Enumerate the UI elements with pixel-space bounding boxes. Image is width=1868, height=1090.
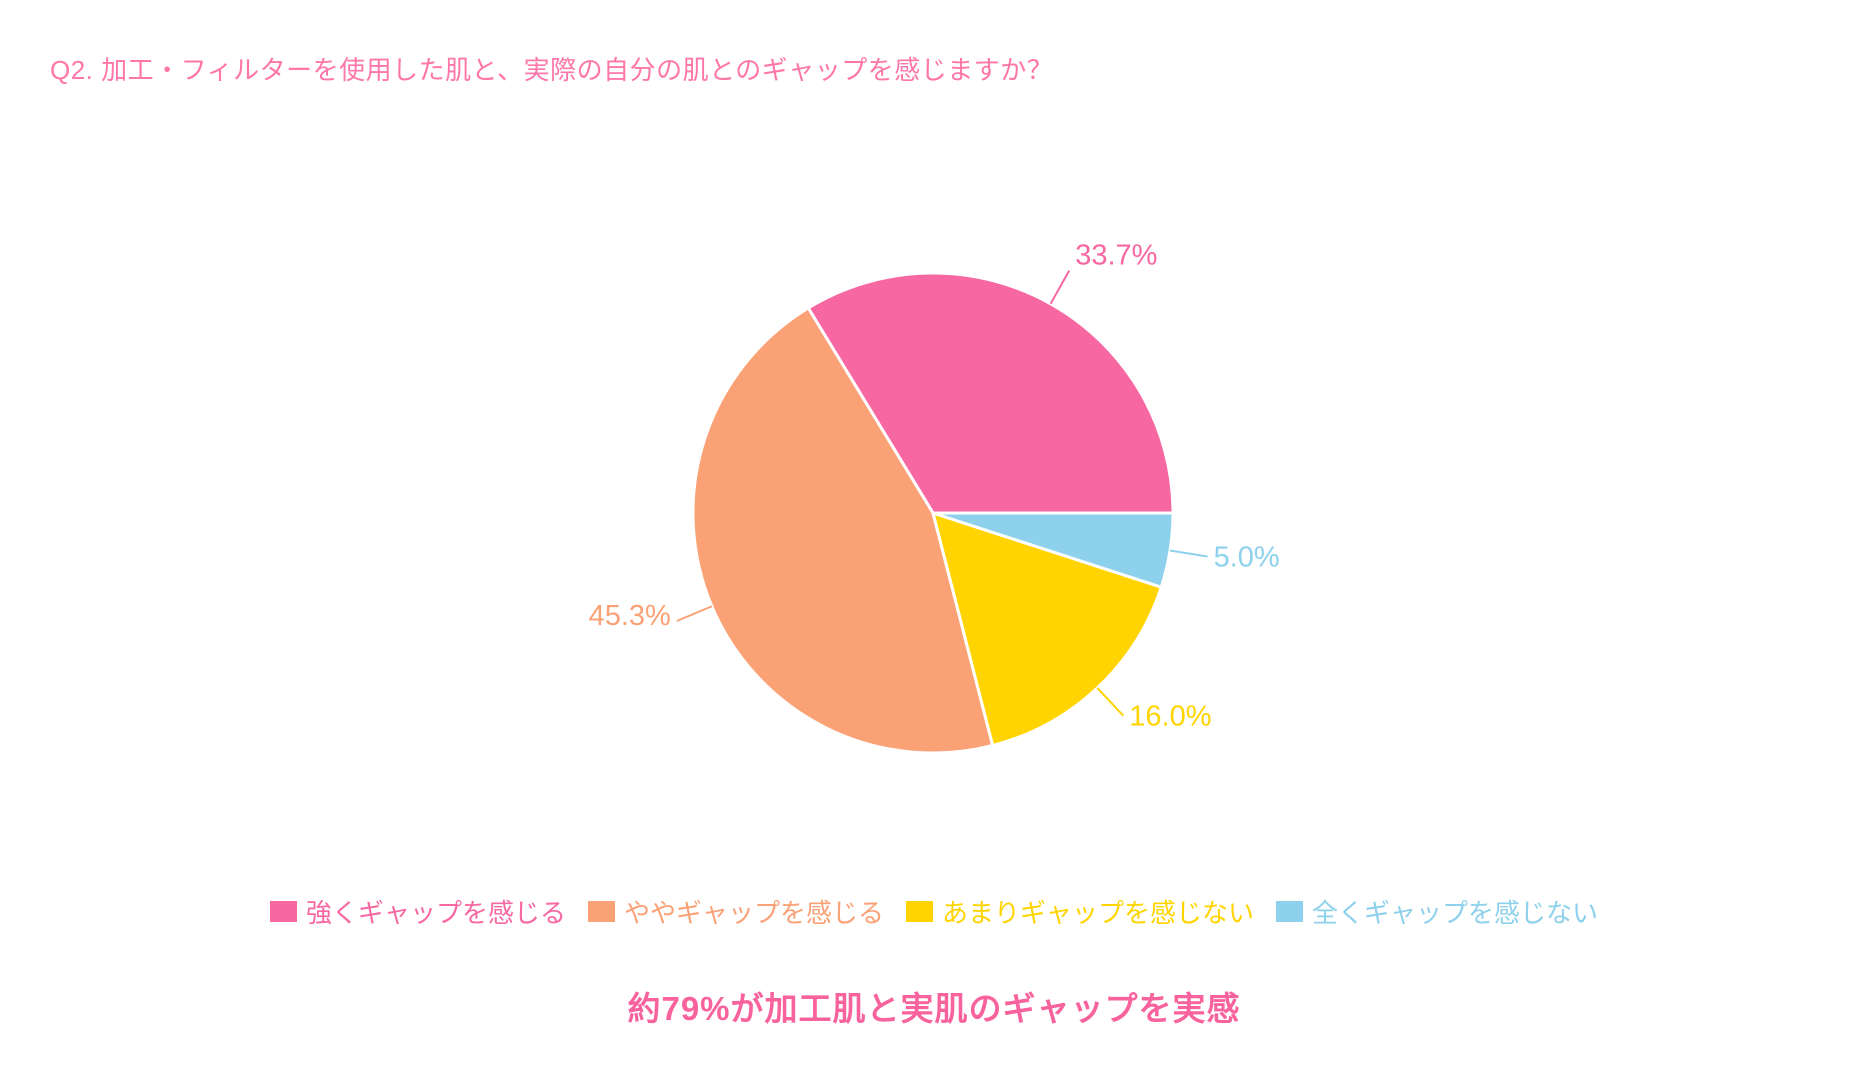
legend-item-0: 強くギャップを感じる — [269, 893, 566, 930]
label-leader-3 — [1169, 549, 1208, 558]
legend-item-2: あまりギャップを感じない — [906, 893, 1254, 930]
question-title: Q2. 加工・フィルターを使用した肌と、実際の自分の肌とのギャップを感じますか？ — [50, 55, 1054, 85]
legend-label: 強くギャップを感じる — [305, 898, 566, 928]
legend-item-3: 全くギャップを感じない — [1276, 893, 1598, 930]
legend-item-1: ややギャップを感じる — [587, 893, 884, 930]
legend-swatch-icon — [906, 901, 933, 922]
legend-label: 全くギャップを感じない — [1312, 898, 1599, 928]
chart-legend: 強くギャップを感じる ややギャップを感じる あまりギャップを感じない 全くギャップを感… — [0, 893, 1868, 930]
pie-slice-1 — [691, 306, 995, 755]
legend-swatch-icon — [587, 901, 615, 922]
slice-percent-label-0: 33.7% — [1075, 240, 1157, 272]
label-leader-2 — [1096, 687, 1125, 717]
pie-slice-3 — [931, 511, 1175, 589]
pie-slice-2 — [931, 511, 1163, 747]
label-leader-0 — [1049, 270, 1071, 305]
legend-label: あまりギャップを感じない — [942, 898, 1255, 928]
legend-swatch-icon — [269, 901, 297, 922]
label-leader-1 — [676, 605, 713, 622]
legend-label: ややギャップを感じる — [623, 898, 884, 928]
conclusion-caption: 約79%が加工肌と実肌のギャップを実感 — [627, 990, 1241, 1027]
legend-swatch-icon — [1276, 901, 1304, 922]
slice-percent-label-1: 45.3% — [589, 600, 671, 632]
slice-percent-label-2: 16.0% — [1129, 701, 1211, 733]
slice-percent-label-3: 5.0% — [1214, 541, 1280, 573]
